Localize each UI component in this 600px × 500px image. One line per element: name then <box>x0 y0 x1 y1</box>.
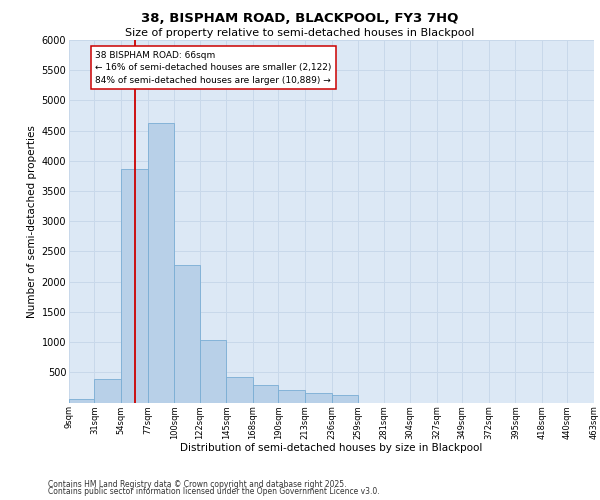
Text: 38, BISPHAM ROAD, BLACKPOOL, FY3 7HQ: 38, BISPHAM ROAD, BLACKPOOL, FY3 7HQ <box>142 12 458 26</box>
X-axis label: Distribution of semi-detached houses by size in Blackpool: Distribution of semi-detached houses by … <box>181 444 482 454</box>
Text: Size of property relative to semi-detached houses in Blackpool: Size of property relative to semi-detach… <box>125 28 475 38</box>
Y-axis label: Number of semi-detached properties: Number of semi-detached properties <box>28 125 37 318</box>
Bar <box>174 266 200 402</box>
Bar <box>200 340 226 402</box>
Bar <box>226 376 253 402</box>
Text: 38 BISPHAM ROAD: 66sqm
← 16% of semi-detached houses are smaller (2,122)
84% of : 38 BISPHAM ROAD: 66sqm ← 16% of semi-det… <box>95 51 331 85</box>
Bar <box>121 170 148 402</box>
Text: Contains public sector information licensed under the Open Government Licence v3: Contains public sector information licen… <box>48 488 380 496</box>
Bar <box>305 393 332 402</box>
Bar <box>69 400 94 402</box>
Bar <box>332 394 358 402</box>
Bar <box>94 379 121 402</box>
Bar <box>253 385 278 402</box>
Text: Contains HM Land Registry data © Crown copyright and database right 2025.: Contains HM Land Registry data © Crown c… <box>48 480 347 489</box>
Bar <box>278 390 305 402</box>
Bar <box>148 124 174 402</box>
